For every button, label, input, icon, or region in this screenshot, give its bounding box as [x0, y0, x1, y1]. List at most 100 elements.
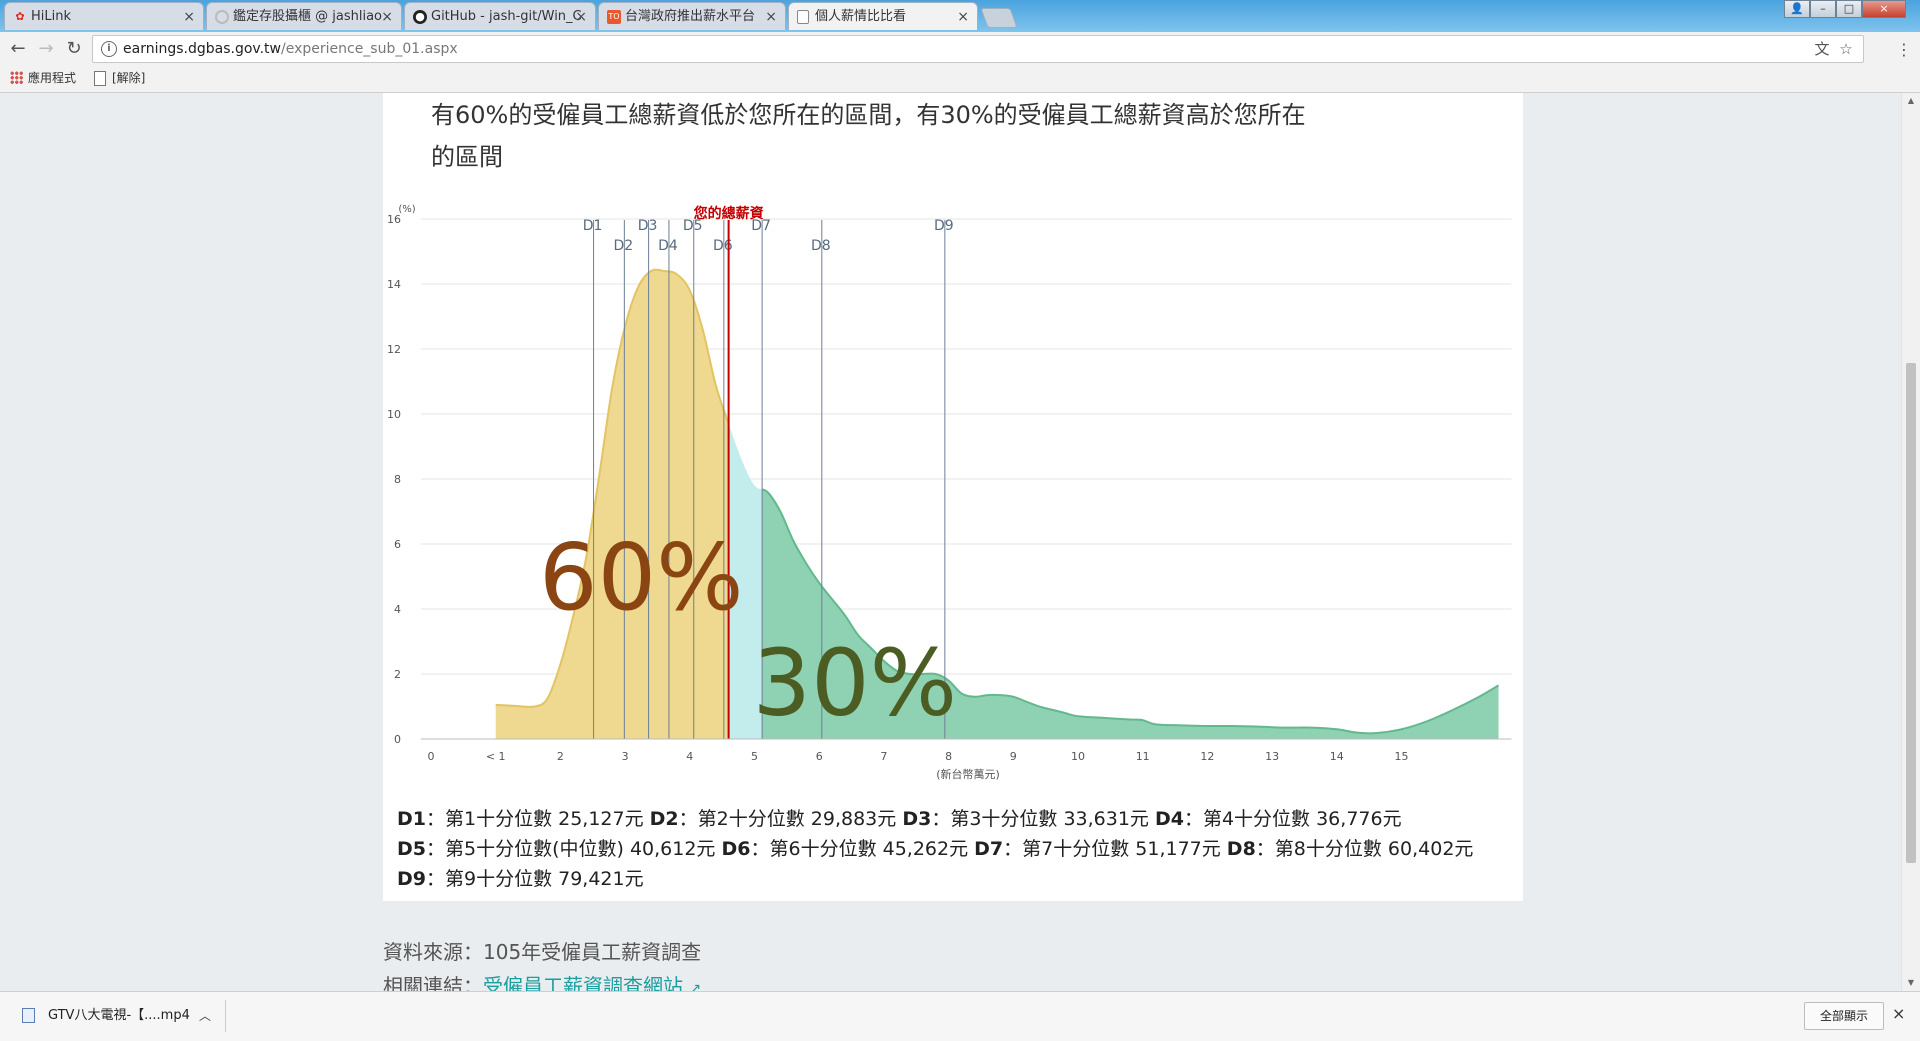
y-tick-label: 10: [387, 408, 401, 421]
decile-legend-item: D4：第4十分位數 36,776元: [1155, 808, 1402, 830]
show-all-downloads-button[interactable]: 全部顯示: [1804, 1002, 1884, 1030]
tab-hilink[interactable]: ✿ HiLink ×: [4, 2, 204, 30]
y-tick-label: 12: [387, 343, 401, 356]
decile-legend-item: D2：第2十分位數 29,883元: [650, 808, 903, 830]
tab-salary-compare[interactable]: 個人薪情比比看 ×: [788, 2, 978, 30]
tab-github[interactable]: ● GitHub - jash-git/Win_C ×: [404, 2, 596, 30]
close-icon[interactable]: ×: [765, 9, 777, 25]
decile-legend: D1：第1十分位數 25,127元 D2：第2十分位數 29,883元 D3：第…: [397, 804, 1517, 894]
y-axis-label: (%): [398, 204, 415, 215]
browser-toolbar: ← → ↻ i earnings.dgbas.gov.tw/experience…: [0, 32, 1920, 93]
address-bar[interactable]: i earnings.dgbas.gov.tw/experience_sub_0…: [92, 35, 1864, 63]
decile-legend-key: D4: [1154, 808, 1184, 830]
bookmark-label: 應用程式: [28, 71, 77, 85]
decile-label-d9: D9: [934, 218, 954, 234]
decile-legend-text: ：第6十分位數 45,262元: [750, 838, 975, 860]
close-icon[interactable]: ×: [575, 9, 587, 25]
decile-legend-text: ：第2十分位數 29,883元: [678, 808, 903, 830]
decile-legend-item: D9：第9十分位數 79,421元: [397, 868, 644, 890]
x-tick-label: 9: [1010, 750, 1017, 763]
x-tick-label: 14: [1330, 750, 1344, 763]
above-percent-label: 30%: [753, 630, 957, 737]
related-survey-link[interactable]: 受僱員工薪資調查網站: [483, 974, 683, 991]
decile-legend-text: ：第3十分位數 33,631元: [931, 808, 1155, 830]
x-tick-label: < 1: [486, 750, 506, 763]
decile-label-d1: D1: [583, 218, 603, 234]
back-button[interactable]: ←: [10, 38, 26, 59]
x-tick-label: 2: [557, 750, 564, 763]
decile-legend-key: D2: [649, 808, 679, 830]
page-scrollbar[interactable]: ▲ ▼: [1901, 93, 1920, 991]
result-text-line-2: 的區間: [431, 143, 503, 171]
translate-icon[interactable]: 文: [1814, 40, 1830, 58]
decile-legend-key: D9: [397, 868, 426, 890]
decile-legend-key: D3: [902, 808, 932, 830]
above-curve: [762, 488, 1500, 735]
bookmark-apps[interactable]: 應用程式: [10, 66, 76, 90]
browser-tab-strip: ✿ HiLink × 鑑定存股攝櫃 @ jashliao × ● GitHub …: [0, 0, 1920, 32]
related-links: 相關連結：受僱員工薪資調查網站 ↗: [383, 970, 701, 991]
bookmark-unlock[interactable]: [解除]: [94, 66, 145, 90]
y-tick-label: 8: [394, 473, 401, 486]
chevron-up-icon[interactable]: ︿: [198, 1009, 211, 1023]
decile-label-d7: D7: [751, 218, 771, 234]
x-tick-label: 11: [1136, 750, 1150, 763]
close-download-bar-icon[interactable]: ×: [1892, 1004, 1906, 1023]
decile-legend-item: D5：第5十分位數(中位數) 40,612元: [397, 838, 721, 860]
decile-legend-text: ：第5十分位數(中位數) 40,612元: [426, 838, 722, 860]
decile-legend-key: D5: [397, 838, 426, 860]
decile-legend-item: D8：第8十分位數 60,402元: [1227, 838, 1474, 860]
below-area: [495, 269, 729, 739]
page-icon: [797, 10, 809, 24]
above-area: [762, 489, 1499, 739]
loading-spinner-icon: [215, 10, 229, 24]
browser-menu-icon[interactable]: ⋮: [1896, 40, 1912, 59]
decile-legend-item: D3：第3十分位數 33,631元: [902, 808, 1155, 830]
x-tick-label: 0: [428, 750, 435, 763]
y-tick-label: 14: [387, 278, 401, 291]
tab-title: 鑑定存股攝櫃 @ jashliao: [233, 9, 382, 24]
decile-legend-item: D6：第6十分位數 45,262元: [721, 838, 974, 860]
close-icon[interactable]: ×: [183, 9, 195, 25]
related-links-prefix: 相關連結：: [383, 974, 483, 991]
site-info-icon[interactable]: i: [101, 41, 117, 57]
apps-grid-icon: [10, 71, 23, 84]
window-close-button[interactable]: ×: [1862, 0, 1906, 18]
bookmark-label: [解除]: [112, 71, 146, 85]
decile-legend-item: D1：第1十分位數 25,127元: [397, 808, 650, 830]
star-bookmark-icon[interactable]: ☆: [1839, 40, 1853, 58]
your-salary-label: 您的總薪資: [694, 205, 764, 222]
decile-label-d8: D8: [811, 238, 831, 254]
x-axis-label: (新台幣萬元): [936, 767, 1000, 781]
to-site-icon: TO: [607, 10, 621, 24]
window-minimize-button[interactable]: –: [1810, 0, 1836, 18]
close-icon[interactable]: ×: [381, 9, 393, 25]
download-item[interactable]: GTV八大電視-【....mp4 ︿: [20, 1000, 226, 1032]
window-maximize-button[interactable]: □: [1836, 0, 1862, 18]
close-icon[interactable]: ×: [957, 9, 969, 25]
decile-legend-key: D6: [721, 838, 751, 860]
decile-legend-text: ：第9十分位數 79,421元: [426, 868, 644, 890]
x-tick-label: 13: [1265, 750, 1279, 763]
x-tick-label: 7: [880, 750, 887, 763]
decile-label-d3: D3: [638, 218, 658, 234]
y-tick-label: 2: [394, 668, 401, 681]
github-icon: ●: [413, 10, 427, 24]
scroll-up-icon[interactable]: ▲: [1907, 96, 1915, 105]
decile-legend-key: D1: [397, 808, 426, 830]
window-user-button[interactable]: 👤: [1784, 0, 1810, 18]
y-tick-label: 4: [394, 603, 401, 616]
tab-salary-news[interactable]: TO 台灣政府推出薪水平台 ×: [598, 2, 786, 30]
address-url[interactable]: earnings.dgbas.gov.tw/experience_sub_01.…: [123, 41, 458, 57]
forward-button[interactable]: →: [38, 38, 54, 59]
y-tick-label: 16: [387, 213, 401, 226]
reload-button[interactable]: ↻: [66, 38, 82, 59]
scrollbar-thumb[interactable]: [1906, 363, 1916, 863]
new-tab-button[interactable]: [980, 8, 1018, 28]
page-icon: [94, 71, 106, 86]
scroll-down-icon[interactable]: ▼: [1907, 978, 1915, 987]
tab-title: HiLink: [31, 9, 72, 24]
tab-blog[interactable]: 鑑定存股攝櫃 @ jashliao ×: [206, 2, 402, 30]
x-tick-label: 5: [751, 750, 758, 763]
decile-label-d2: D2: [613, 238, 633, 254]
